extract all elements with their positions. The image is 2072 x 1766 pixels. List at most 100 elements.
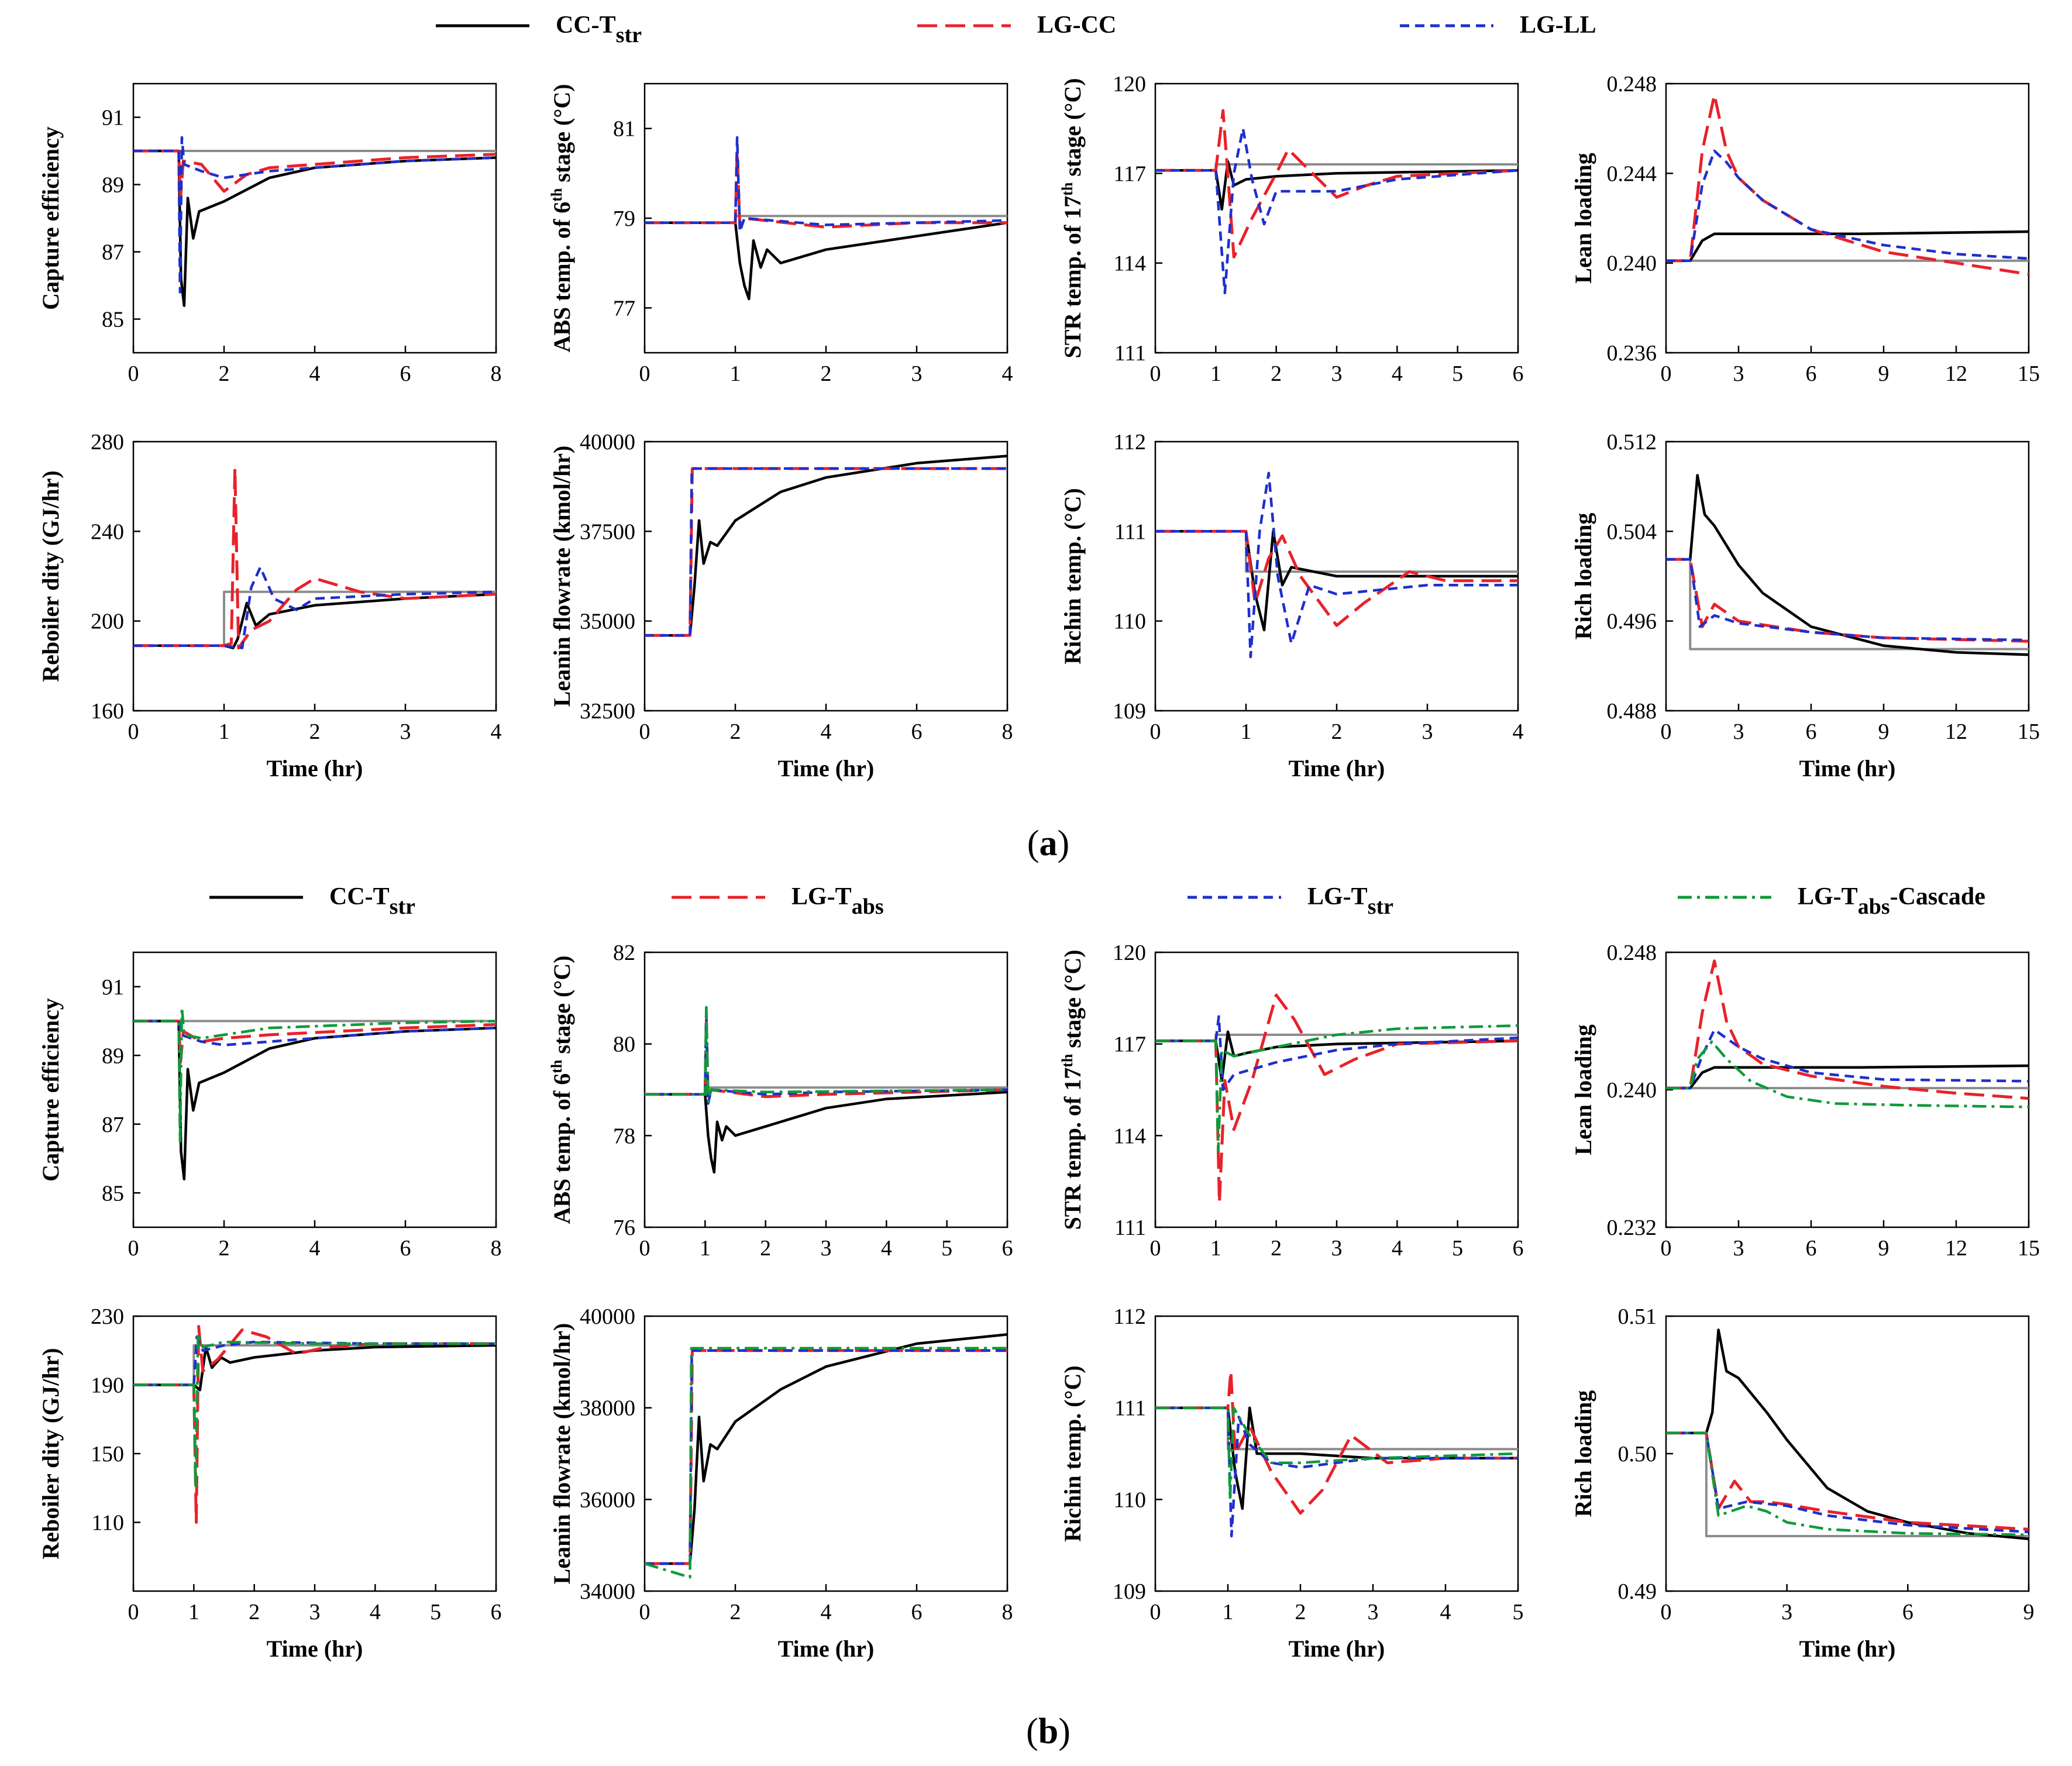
x-tick-label: 0 [1661, 720, 1672, 744]
x-tick-label: 0 [128, 362, 139, 386]
series-line-cas [1666, 1431, 2029, 1536]
y-tick-label: 81 [613, 117, 635, 142]
x-tick-label: 1 [700, 1236, 711, 1261]
x-tick-label: 5 [1452, 1236, 1463, 1261]
y-tick-label: 78 [613, 1124, 635, 1148]
y-tick-label: 38000 [580, 1396, 635, 1421]
plot-frame [132, 1315, 497, 1592]
x-tick-label: 9 [1878, 720, 1889, 744]
x-tick-label: 0 [639, 1236, 650, 1261]
x-tick-label: 3 [1733, 362, 1744, 386]
series-line-lg2 [1155, 1015, 1518, 1092]
y-tick-label: 89 [102, 173, 124, 198]
y-tick-label: 110 [1113, 610, 1146, 634]
y-tick-label: 200 [91, 610, 124, 634]
x-tick-label: 1 [1210, 1236, 1221, 1261]
y-tick-label: 0.51 [1618, 1304, 1657, 1329]
series-line-ref [1155, 530, 1518, 573]
legend-label: LG-Tabs-Cascade [1798, 883, 1985, 919]
x-tick-label: 2 [1271, 1236, 1282, 1261]
plot-frame [1154, 1315, 1519, 1592]
legend-item-lg1: LG-CC [917, 12, 1116, 39]
series-line-lg1 [133, 467, 496, 650]
y-tick-label: 34000 [580, 1579, 635, 1604]
y-tick-label: 111 [1114, 1216, 1146, 1240]
x-tick-label: 2 [760, 1236, 771, 1261]
y-tick-label: 110 [91, 1511, 124, 1536]
figure-label-b-letter: b [1038, 1712, 1058, 1751]
series-line-cas [645, 1347, 1007, 1579]
series-line-cc [1666, 1328, 2029, 1540]
x-tick-label: 2 [730, 1600, 741, 1624]
legend-item-cas: LG-Tabs-Cascade [1678, 883, 1985, 919]
y-tick-label: 91 [102, 975, 124, 1000]
x-tick-label: 15 [2018, 1236, 2040, 1261]
series-line-cas [1666, 1040, 2029, 1109]
plot-frame [1665, 1315, 2030, 1592]
x-tick-label: 0 [1661, 1236, 1672, 1261]
series-line-lg2 [1155, 471, 1518, 659]
x-axis-label: Time (hr) [1289, 1636, 1385, 1662]
x-tick-label: 5 [1452, 362, 1463, 386]
chart-a-rich: 0 3 6 9 12 15 0.488 0.496 0.504 0.512 Rich loading… [1570, 430, 2040, 782]
x-tick-label: 2 [1271, 362, 1282, 386]
y-tick-label: 40000 [580, 1304, 635, 1329]
chart-b-abs: 0 1 2 3 4 5 6 76 78 80 82 ABS temp. of 6th stage (°… [548, 941, 1013, 1261]
y-tick-label: 0.496 [1607, 610, 1657, 634]
x-axis-label: Time (hr) [267, 1636, 363, 1662]
x-tick-label: 4 [309, 362, 321, 386]
plot-frame [643, 1315, 1009, 1592]
series-line-lg2 [133, 1335, 496, 1386]
y-axis-label: Reboiler dity (GJ/hr) [37, 1348, 64, 1559]
series-line-lg2 [133, 566, 496, 649]
y-tick-label: 35000 [580, 610, 635, 634]
legend-item-cc: CC-Tstr [436, 12, 642, 47]
y-tick-label: 240 [91, 519, 124, 544]
y-tick-label: 280 [91, 430, 124, 455]
x-tick-label: 6 [1002, 1236, 1013, 1261]
y-axis-label: Rich loading [1570, 513, 1596, 640]
series-line-lg1 [1666, 959, 2029, 1100]
x-tick-label: 0 [128, 1600, 139, 1624]
series-line-cas [133, 1332, 496, 1490]
plot-frame [643, 82, 1009, 354]
y-tick-label: 85 [102, 1181, 124, 1206]
y-tick-label: 0.240 [1607, 1078, 1657, 1103]
y-axis-label: Capture efficiency [37, 126, 64, 310]
x-tick-label: 0 [1150, 720, 1161, 744]
series-line-lg2 [1155, 127, 1518, 295]
chart-b-str: 0 1 2 3 4 5 6 111 114 117 120 STR temp. of 17th sta… [1059, 941, 1524, 1261]
x-tick-label: 4 [309, 1236, 321, 1261]
y-tick-label: 0.240 [1607, 252, 1657, 276]
x-tick-label: 0 [639, 362, 650, 386]
chart-a-str: 0 1 2 3 4 5 6 111 114 117 120 STR temp. of 17th sta… [1059, 72, 1524, 386]
x-tick-label: 0 [639, 1600, 650, 1624]
x-tick-label: 2 [1331, 720, 1343, 744]
x-tick-label: 3 [1331, 1236, 1343, 1261]
y-axis-label: Capture efficiency [37, 998, 64, 1182]
y-tick-label: 0.488 [1607, 699, 1657, 724]
series-line-lg2 [645, 136, 1007, 233]
series-line-cc [133, 1020, 496, 1180]
y-tick-label: 0.504 [1607, 519, 1657, 544]
x-tick-label: 2 [309, 720, 321, 744]
x-tick-label: 4 [1002, 362, 1013, 386]
series-line-lg1 [133, 149, 496, 199]
y-tick-label: 36000 [580, 1488, 635, 1512]
y-tick-label: 111 [1114, 1396, 1146, 1421]
legend-item-lg2: LG-Tstr [1188, 883, 1393, 919]
series-line-ref [1666, 1431, 2029, 1537]
x-axis-label: Time (hr) [1289, 755, 1385, 782]
x-tick-label: 1 [1241, 720, 1252, 744]
y-tick-label: 0.232 [1607, 1216, 1657, 1240]
x-axis-label: Time (hr) [1799, 1636, 1896, 1662]
plot-frame [643, 440, 1009, 712]
y-axis-label: Richin temp. (°C) [1059, 488, 1086, 665]
legend-label: LG-LL [1520, 12, 1596, 39]
chart-b-lean: 0 3 6 9 12 15 0.232 0.240 0.248 Lean loading [1570, 941, 2040, 1261]
x-tick-label: 3 [821, 1236, 832, 1261]
series-line-lg1 [1666, 93, 2029, 276]
x-tick-label: 4 [370, 1600, 381, 1624]
x-tick-label: 0 [639, 720, 650, 744]
